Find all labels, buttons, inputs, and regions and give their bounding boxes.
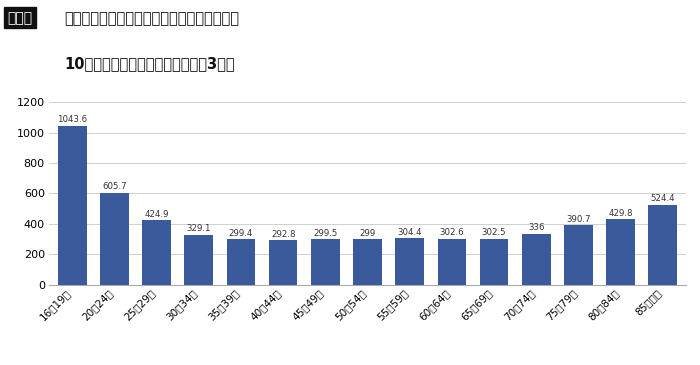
Text: 299.5: 299.5 (313, 228, 337, 238)
Bar (648, 205, 677, 285)
Bar (564, 225, 593, 285)
Text: 336: 336 (528, 223, 545, 232)
Bar (311, 239, 340, 285)
Text: 302.5: 302.5 (482, 228, 506, 237)
Text: 1043.6: 1043.6 (57, 115, 88, 124)
Text: 424.9: 424.9 (144, 210, 169, 219)
Text: 10万人当たり交通事故件数（令和3年）: 10万人当たり交通事故件数（令和3年） (64, 57, 235, 72)
Text: 524.4: 524.4 (650, 195, 675, 203)
Bar (606, 219, 635, 285)
Bar (354, 239, 382, 285)
Text: 299.4: 299.4 (229, 228, 253, 238)
Bar (269, 240, 298, 285)
Text: 302.6: 302.6 (440, 228, 464, 237)
Text: 329.1: 329.1 (186, 224, 211, 233)
Bar (227, 239, 256, 285)
Bar (100, 193, 129, 285)
Text: 429.8: 429.8 (608, 209, 633, 218)
Text: 605.7: 605.7 (102, 182, 127, 191)
Text: 図表１: 図表１ (7, 11, 32, 25)
Text: 292.8: 292.8 (271, 230, 295, 239)
Bar (395, 238, 424, 285)
Bar (522, 234, 551, 285)
Bar (438, 239, 466, 285)
Bar (184, 235, 213, 285)
Bar (480, 239, 508, 285)
Bar (142, 220, 171, 285)
Text: 304.4: 304.4 (398, 228, 422, 237)
Bar (58, 126, 87, 285)
Text: 299: 299 (359, 229, 376, 238)
Text: 原付以上運転者（第一当事者）の免許保有者: 原付以上運転者（第一当事者）の免許保有者 (64, 11, 239, 26)
Text: 390.7: 390.7 (566, 215, 591, 224)
